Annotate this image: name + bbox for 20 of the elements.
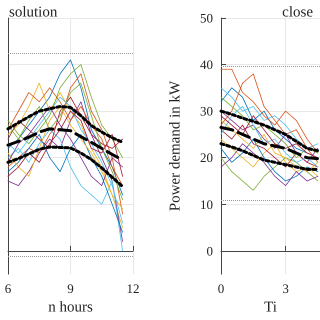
line-series: [220, 142, 320, 171]
x-tick-label: 3: [282, 281, 289, 296]
chart-title: solution: [9, 4, 58, 20]
x-tick-label: 0: [218, 281, 224, 296]
x-tick-label: 6: [4, 281, 12, 296]
y-tick-label: 10: [200, 196, 213, 212]
chart-title: close: [282, 4, 314, 20]
y-tick-label: 0: [206, 243, 213, 258]
y-tick-label: 30: [200, 104, 213, 119]
x-tick-label: 9: [67, 281, 74, 296]
x-tick-label: 12: [126, 281, 140, 296]
y-tick-label: 40: [200, 57, 213, 72]
x-axis-title: n hours: [48, 300, 93, 316]
line-series: [220, 157, 318, 191]
y-tick-label: 50: [200, 10, 213, 26]
y-axis-title: Power demand in kW: [168, 80, 184, 212]
line-series: [220, 126, 320, 160]
line-series: [220, 110, 320, 152]
y-tick-label: 20: [200, 150, 213, 166]
x-axis-title: Ti: [264, 300, 277, 316]
